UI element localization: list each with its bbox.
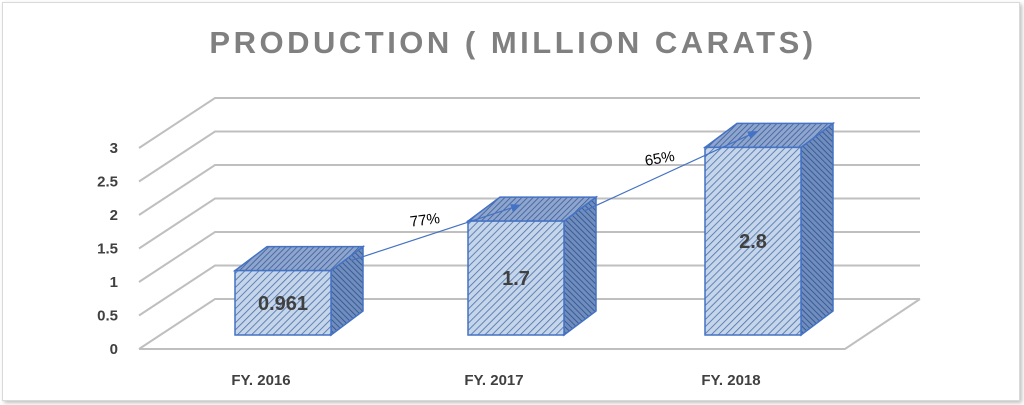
gridline <box>138 231 920 283</box>
growth-label: 77% <box>409 210 441 231</box>
gridline <box>138 97 920 149</box>
gridline <box>138 130 920 183</box>
bar: 1.7 <box>465 195 599 337</box>
floor-edge <box>139 298 921 350</box>
growth-arrow <box>350 204 521 262</box>
y-axis-ticks: 0 0.5 1 1.5 2 2.5 3 <box>97 140 118 358</box>
chart-title: PRODUCTION ( MILLION CARATS) <box>209 25 816 60</box>
bars: 0.961 1.7 2.8 <box>232 121 836 337</box>
gridline <box>138 197 920 250</box>
y-tick-label: 1.5 <box>97 241 118 258</box>
x-tick-label: FY. 2017 <box>464 372 523 389</box>
bar-side-face <box>800 121 834 337</box>
chart-frame: PRODUCTION ( MILLION CARATS) 0 0.5 1 1.5 2 2.… <box>2 2 1020 401</box>
bar-value-label: 1.7 <box>502 268 530 290</box>
y-tick-label: 0.5 <box>97 308 118 325</box>
gridline <box>138 298 920 350</box>
y-tick-label: 0 <box>110 341 118 358</box>
bar: 2.8 <box>702 121 836 337</box>
y-tick-label: 2 <box>110 207 118 224</box>
y-tick-label: 1 <box>110 274 118 291</box>
chart-svg: PRODUCTION ( MILLION CARATS) 0 0.5 1 1.5 2 2.… <box>97 25 921 389</box>
bar-value-label: 0.961 <box>258 293 308 315</box>
bar-front-face <box>234 269 332 336</box>
x-tick-label: FY. 2018 <box>701 372 760 389</box>
y-tick-label: 2.5 <box>97 174 118 191</box>
bar-front-face <box>704 146 802 336</box>
x-axis-ticks: FY. 2016 FY. 2017 FY. 2018 <box>231 372 760 389</box>
bar: 0.961 <box>232 245 366 337</box>
grid-layer <box>138 97 921 350</box>
y-tick-label: 3 <box>110 140 118 157</box>
bar-front-face <box>467 220 565 336</box>
growth-arrow <box>583 130 758 212</box>
gridline <box>138 264 920 317</box>
growth-annotations: 77% 65% <box>350 130 758 262</box>
growth-label: 65% <box>643 148 676 170</box>
bar-value-label: 2.8 <box>739 231 767 253</box>
x-tick-label: FY. 2016 <box>231 372 290 389</box>
